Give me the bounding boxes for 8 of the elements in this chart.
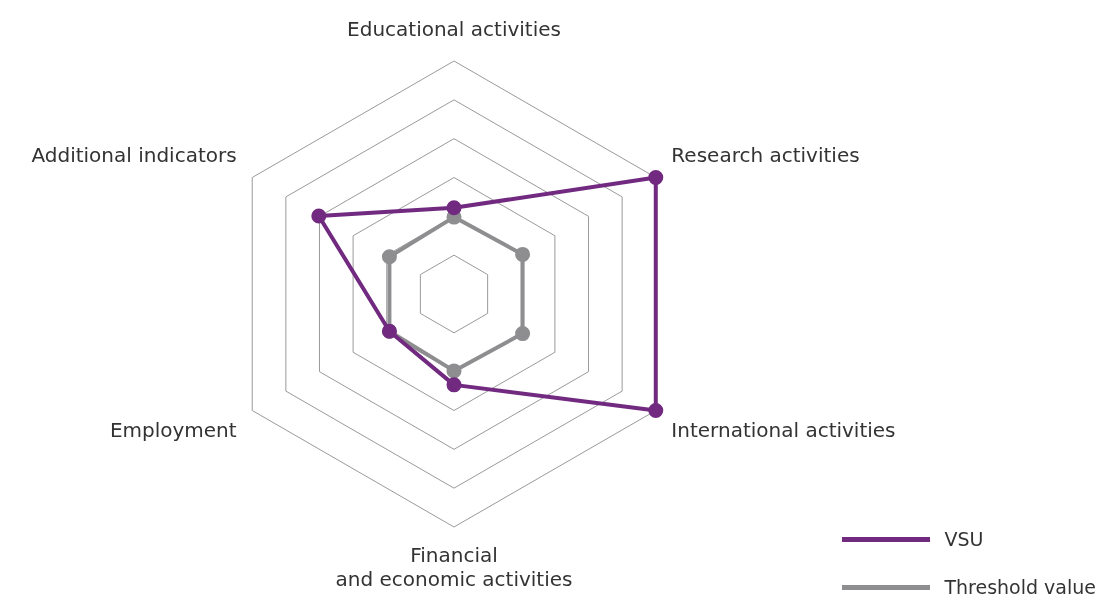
legend-label: VSU [944, 528, 984, 550]
spoke-label: Additional indicators [31, 142, 237, 167]
spoke-label: Educational activities [347, 17, 561, 42]
spoke-label: Employment [109, 417, 237, 442]
legend-label: Threshold value [944, 576, 1096, 598]
spoke-label: Research activities [671, 142, 860, 167]
spoke-label: International activities [671, 417, 896, 442]
spoke-label: Financial and economic activities [335, 543, 573, 592]
